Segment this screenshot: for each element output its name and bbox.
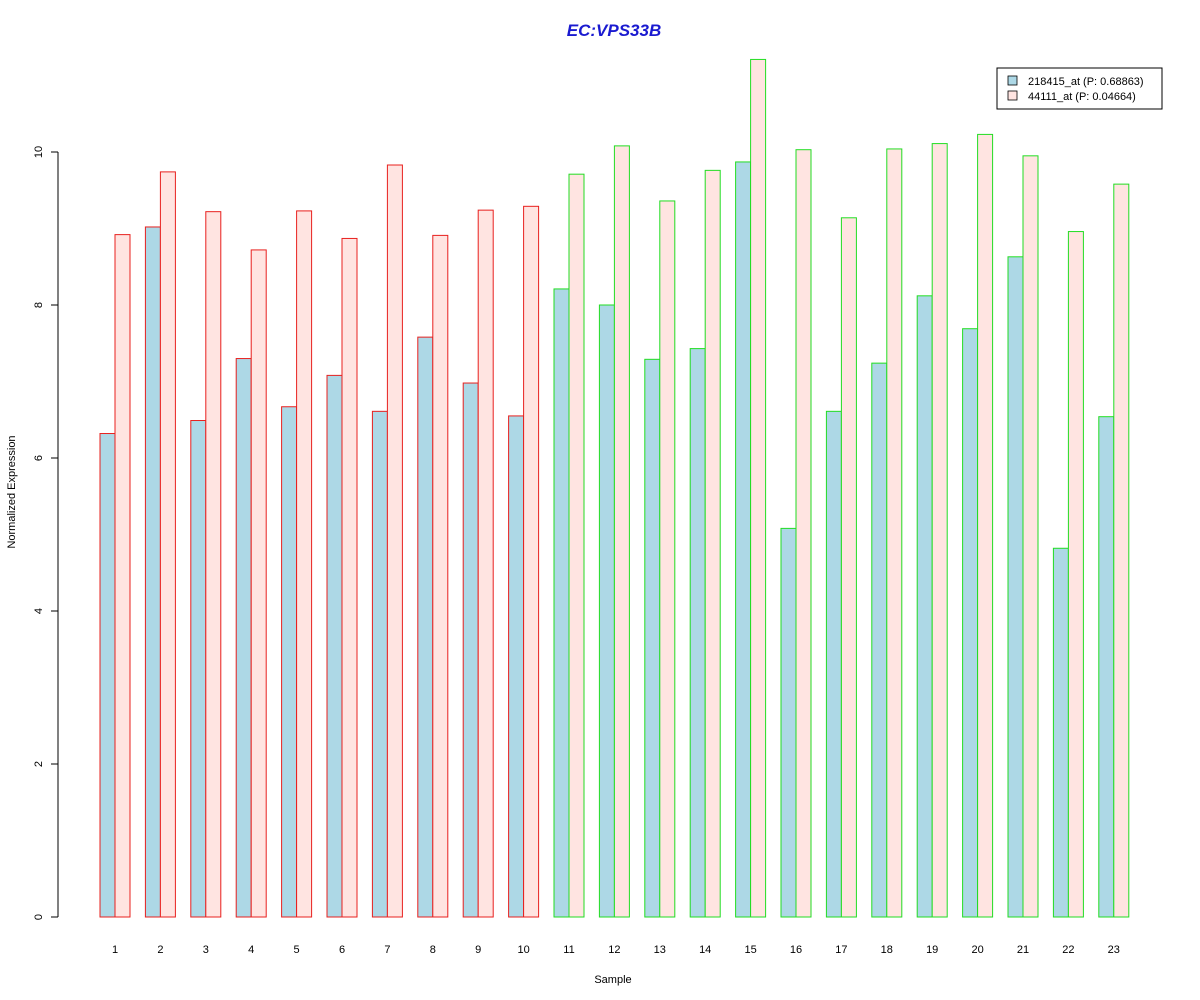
legend-box	[996, 67, 1163, 110]
y-axis-label: Normalized Expression	[6, 435, 18, 548]
bar-series-2-sample-19	[931, 143, 948, 918]
x-tick-label-22: 22	[1062, 944, 1074, 956]
bar-series-2-sample-14	[704, 169, 721, 918]
x-tick-label-23: 23	[1108, 944, 1120, 956]
legend: 218415_at (P: 0.68863) 44111_at (P: 0.04…	[996, 67, 1163, 110]
x-tick-label-20: 20	[971, 944, 983, 956]
x-tick-label-16: 16	[790, 944, 802, 956]
bar-series-2-sample-15	[750, 58, 767, 918]
x-tick-label-15: 15	[744, 944, 756, 956]
bar-series-1-sample-9	[462, 382, 479, 918]
bar-series-2-sample-20	[977, 133, 994, 918]
bar-series-1-sample-6	[326, 374, 343, 918]
bar-series-1-sample-5	[281, 406, 298, 918]
bar-series-1-sample-2	[144, 226, 161, 918]
bar-series-2-sample-18	[886, 148, 903, 918]
bar-series-1-sample-22	[1052, 547, 1069, 918]
x-tick-label-1: 1	[112, 944, 118, 956]
bar-series-1-sample-11	[553, 288, 570, 918]
y-tick-label-10: 10	[33, 146, 45, 158]
x-tick-label-13: 13	[654, 944, 666, 956]
bar-series-1-sample-1	[99, 433, 116, 918]
bar-series-1-sample-14	[689, 348, 706, 918]
x-tick-label-14: 14	[699, 944, 711, 956]
x-tick-label-3: 3	[203, 944, 209, 956]
bar-series-1-sample-8	[417, 336, 434, 918]
bar-series-2-sample-2	[159, 171, 176, 918]
bar-series-2-sample-1	[114, 234, 131, 918]
x-tick-label-5: 5	[294, 944, 300, 956]
bars	[99, 58, 1130, 918]
x-axis-label: Sample	[594, 974, 631, 986]
legend-label-series-1: 218415_at (P: 0.68863)	[1028, 76, 1144, 88]
bar-series-2-sample-16	[795, 149, 812, 918]
bar-series-1-sample-23	[1098, 416, 1115, 918]
bar-series-2-sample-3	[205, 211, 222, 918]
bar-series-1-sample-21	[1007, 256, 1024, 918]
bar-series-2-sample-13	[659, 200, 676, 918]
x-tick-label-21: 21	[1017, 944, 1029, 956]
bar-series-2-sample-22	[1067, 231, 1084, 918]
bar-series-1-sample-10	[508, 415, 525, 918]
legend-swatch-series-2	[1007, 90, 1018, 101]
x-tick-label-10: 10	[517, 944, 529, 956]
x-tick-label-8: 8	[430, 944, 436, 956]
y-tick-label-0: 0	[33, 914, 45, 920]
bar-series-2-sample-17	[840, 217, 857, 918]
bar-series-1-sample-17	[825, 410, 842, 918]
bar-series-1-sample-20	[962, 328, 979, 918]
bar-series-1-sample-19	[916, 295, 933, 918]
x-tick-label-18: 18	[881, 944, 893, 956]
legend-swatch-series-1	[1007, 75, 1018, 86]
bar-series-1-sample-13	[644, 358, 661, 918]
y-tick-label-6: 6	[33, 455, 45, 461]
legend-label-series-2: 44111_at (P: 0.04664)	[1028, 91, 1136, 103]
bar-series-1-sample-7	[371, 410, 388, 918]
x-tick-label-11: 11	[563, 944, 574, 956]
bar-series-1-sample-3	[190, 420, 207, 918]
bar-series-1-sample-18	[871, 362, 888, 918]
bar-series-2-sample-9	[477, 209, 494, 918]
y-tick-label-2: 2	[33, 761, 45, 767]
chart-title: EC:VPS33B	[567, 21, 661, 40]
x-tick-label-4: 4	[248, 944, 254, 956]
y-axis: 0 2 4 6 8 10	[33, 146, 59, 920]
bar-series-1-sample-15	[735, 161, 752, 918]
x-tick-label-2: 2	[157, 944, 163, 956]
x-tick-label-17: 17	[835, 944, 847, 956]
bar-series-1-sample-12	[598, 304, 615, 918]
x-tick-label-12: 12	[608, 944, 620, 956]
bar-series-2-sample-6	[341, 237, 358, 918]
y-tick-label-4: 4	[33, 608, 45, 614]
bar-series-2-sample-10	[523, 205, 540, 918]
bar-series-2-sample-7	[386, 164, 403, 918]
bar-series-2-sample-5	[296, 210, 313, 918]
bar-series-2-sample-12	[613, 145, 630, 918]
bar-series-2-sample-4	[250, 249, 267, 918]
x-tick-label-6: 6	[339, 944, 345, 956]
y-tick-label-8: 8	[33, 302, 45, 308]
bar-series-1-sample-16	[780, 527, 797, 918]
x-tick-label-7: 7	[384, 944, 390, 956]
bar-series-1-sample-4	[235, 358, 252, 918]
bar-series-2-sample-8	[432, 234, 449, 918]
bar-series-2-sample-11	[568, 173, 585, 918]
x-tick-label-9: 9	[475, 944, 481, 956]
x-axis-tick-labels: 1 2 3 4 5 6 7 8 9 10 11 12 13 14 15 16 17 18 19 20 21 22 23	[112, 944, 1120, 956]
bar-series-2-sample-23	[1113, 183, 1130, 918]
x-tick-label-19: 19	[926, 944, 938, 956]
bar-series-2-sample-21	[1022, 155, 1039, 918]
